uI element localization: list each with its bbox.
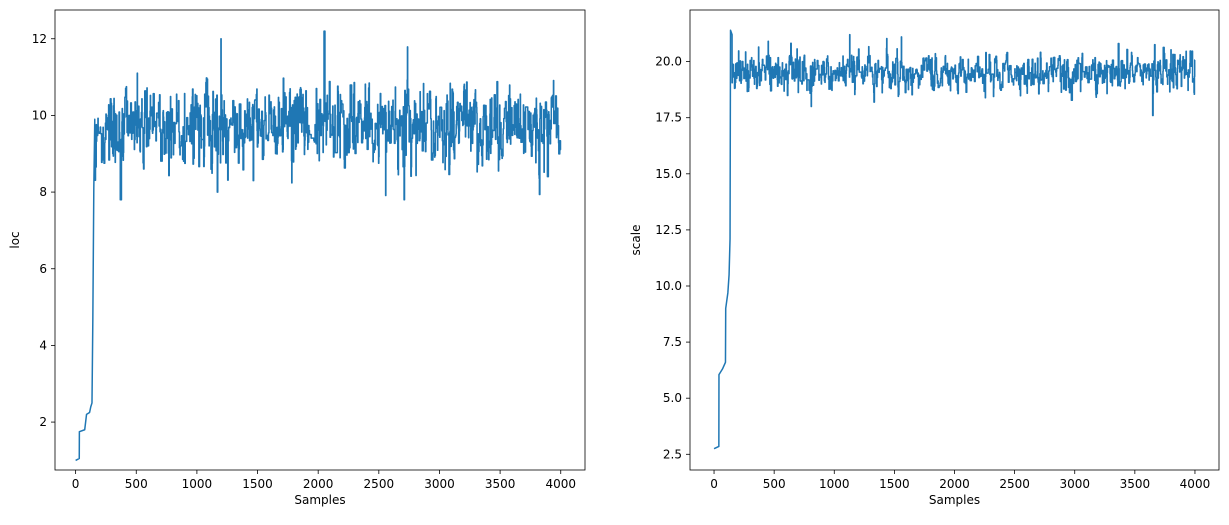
loc-x-tick-label: 3500: [485, 477, 516, 491]
scale-x-tick-label: 0: [710, 477, 718, 491]
scale-x-tick-label: 3000: [1059, 477, 1090, 491]
scale-x-tick-label: 1500: [879, 477, 910, 491]
scale-y-tick-label: 2.5: [663, 447, 682, 461]
loc-x-tick-label: 1000: [182, 477, 213, 491]
scale-x-tick-label: 2000: [939, 477, 970, 491]
scale-x-tick-label: 4000: [1180, 477, 1211, 491]
scale-x-tick-label: 500: [763, 477, 786, 491]
loc-y-tick-label: 12: [32, 32, 47, 46]
scale-y-tick-label: 20.0: [655, 55, 682, 69]
scale-x-axis-label: Samples: [929, 493, 980, 507]
loc-axes-frame: [54, 9, 586, 471]
loc-y-tick-label: 6: [39, 262, 47, 276]
loc-y-tick-label: 8: [39, 185, 47, 199]
scale-y-tick-label: 10.0: [655, 279, 682, 293]
loc-x-tick-label: 2000: [303, 477, 334, 491]
loc-x-tick-label: 1500: [242, 477, 273, 491]
loc-x-tick-label: 2500: [364, 477, 395, 491]
scale-y-tick-label: 15.0: [655, 167, 682, 181]
scale-y-tick-label: 12.5: [655, 223, 682, 237]
scale-trace-subplot: 0 500 1000 1500 2000 2500 3000 3500 4000 2.5 5.0 7.…: [629, 9, 1220, 507]
loc-y-tick-label: 10: [32, 108, 47, 122]
loc-x-tick-label: 0: [72, 477, 80, 491]
loc-y-tick-label: 2: [39, 415, 47, 429]
loc-x-tick-label: 4000: [545, 477, 576, 491]
loc-x-axis-label: Samples: [294, 493, 345, 507]
scale-x-tick-label: 3500: [1120, 477, 1151, 491]
loc-y-tick-label: 4: [39, 338, 47, 352]
scale-trace-line: [713, 29, 1196, 450]
loc-trace-subplot: 0 500 1000 1500 2000 2500 3000 3500 4000 2 4 6 8 10 12…: [8, 9, 586, 507]
scale-x-tick-label: 2500: [999, 477, 1030, 491]
loc-y-axis-label: loc: [8, 231, 22, 248]
loc-x-tick-label: 3000: [424, 477, 455, 491]
scale-y-tick-label: 5.0: [663, 391, 682, 405]
scale-x-tick-label: 1000: [819, 477, 850, 491]
loc-trace-line: [75, 30, 562, 462]
loc-x-tick-label: 500: [125, 477, 148, 491]
scale-y-tick-label: 7.5: [663, 335, 682, 349]
scale-y-axis-label: scale: [629, 225, 643, 256]
scale-y-tick-label: 17.5: [655, 111, 682, 125]
